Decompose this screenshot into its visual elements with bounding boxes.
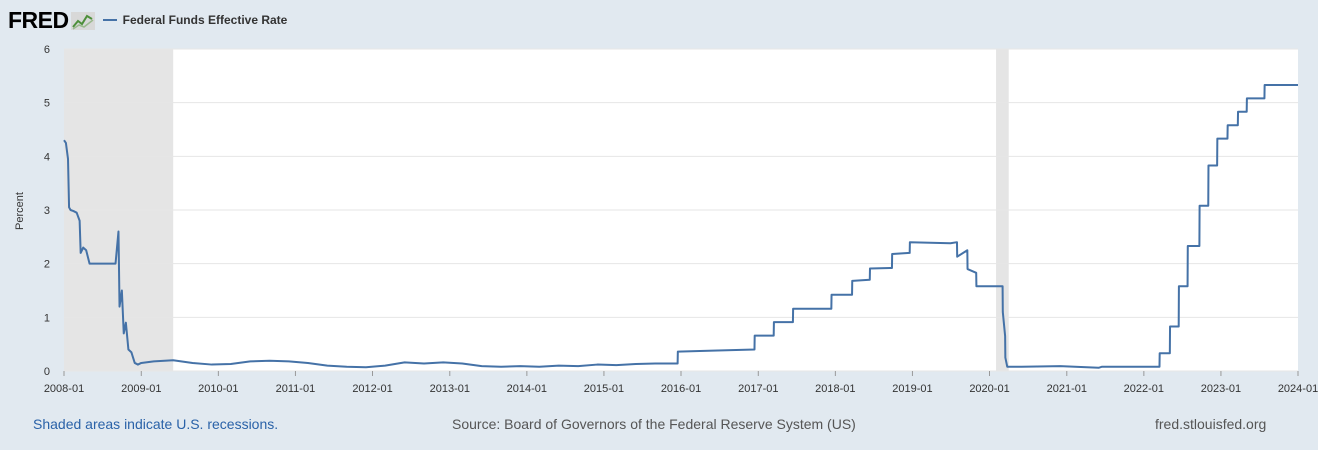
x-tick-label: 2009-01 bbox=[121, 383, 161, 395]
line-chart[interactable]: 0 1 2 3 4 5 6 2008-01 2009-01 2010-01 2011-01 2012… bbox=[0, 0, 1318, 410]
recession-note[interactable]: Shaded areas indicate U.S. recessions. bbox=[33, 416, 279, 432]
x-tick-label: 2018-01 bbox=[815, 383, 855, 395]
x-tick-label: 2020-01 bbox=[969, 383, 1009, 395]
x-tick-label: 2017-01 bbox=[738, 383, 778, 395]
x-tick-label: 2016-01 bbox=[661, 383, 701, 395]
x-tick-label: 2021-01 bbox=[1047, 383, 1087, 395]
chart-legend[interactable]: Federal Funds Effective Rate bbox=[102, 13, 288, 27]
y-tick-label: 4 bbox=[44, 151, 50, 163]
y-tick-label: 6 bbox=[44, 44, 50, 56]
chart-header: FRED Federal Funds Effective Rate bbox=[8, 6, 287, 34]
fred-chart-icon bbox=[70, 12, 95, 30]
x-tick-label: 2019-01 bbox=[892, 383, 932, 395]
y-axis-ticks: 0 1 2 3 4 5 6 bbox=[44, 44, 50, 378]
x-tick-label: 2010-01 bbox=[198, 383, 238, 395]
y-tick-label: 1 bbox=[44, 312, 50, 324]
x-tick-label: 2013-01 bbox=[430, 383, 470, 395]
source-note[interactable]: Source: Board of Governors of the Federa… bbox=[452, 416, 856, 432]
y-tick-label: 2 bbox=[44, 259, 50, 271]
x-tick-label: 2024-01 bbox=[1278, 383, 1318, 395]
x-tick-label: 2022-01 bbox=[1124, 383, 1164, 395]
y-axis-label: Percent bbox=[14, 192, 26, 230]
x-tick-label: 2015-01 bbox=[584, 383, 624, 395]
x-tick-label: 2012-01 bbox=[352, 383, 392, 395]
x-axis-ticks: 2008-01 2009-01 2010-01 2011-01 2012-01 2013-… bbox=[44, 371, 1318, 395]
fred-logo[interactable]: FRED bbox=[8, 6, 69, 33]
x-tick-label: 2011-01 bbox=[276, 383, 316, 395]
y-tick-label: 3 bbox=[44, 205, 50, 217]
x-tick-label: 2014-01 bbox=[507, 383, 547, 395]
x-tick-label: 2023-01 bbox=[1201, 383, 1241, 395]
legend-label: Federal Funds Effective Rate bbox=[122, 13, 288, 27]
series-line-federal-funds-rate bbox=[63, 83, 1298, 369]
gridlines bbox=[64, 48, 1298, 372]
site-link[interactable]: fred.stlouisfed.org bbox=[1155, 416, 1267, 432]
x-tick-label: 2008-01 bbox=[44, 383, 84, 395]
legend-swatch bbox=[102, 19, 117, 21]
y-tick-label: 5 bbox=[44, 98, 50, 110]
y-tick-label: 0 bbox=[44, 366, 50, 378]
